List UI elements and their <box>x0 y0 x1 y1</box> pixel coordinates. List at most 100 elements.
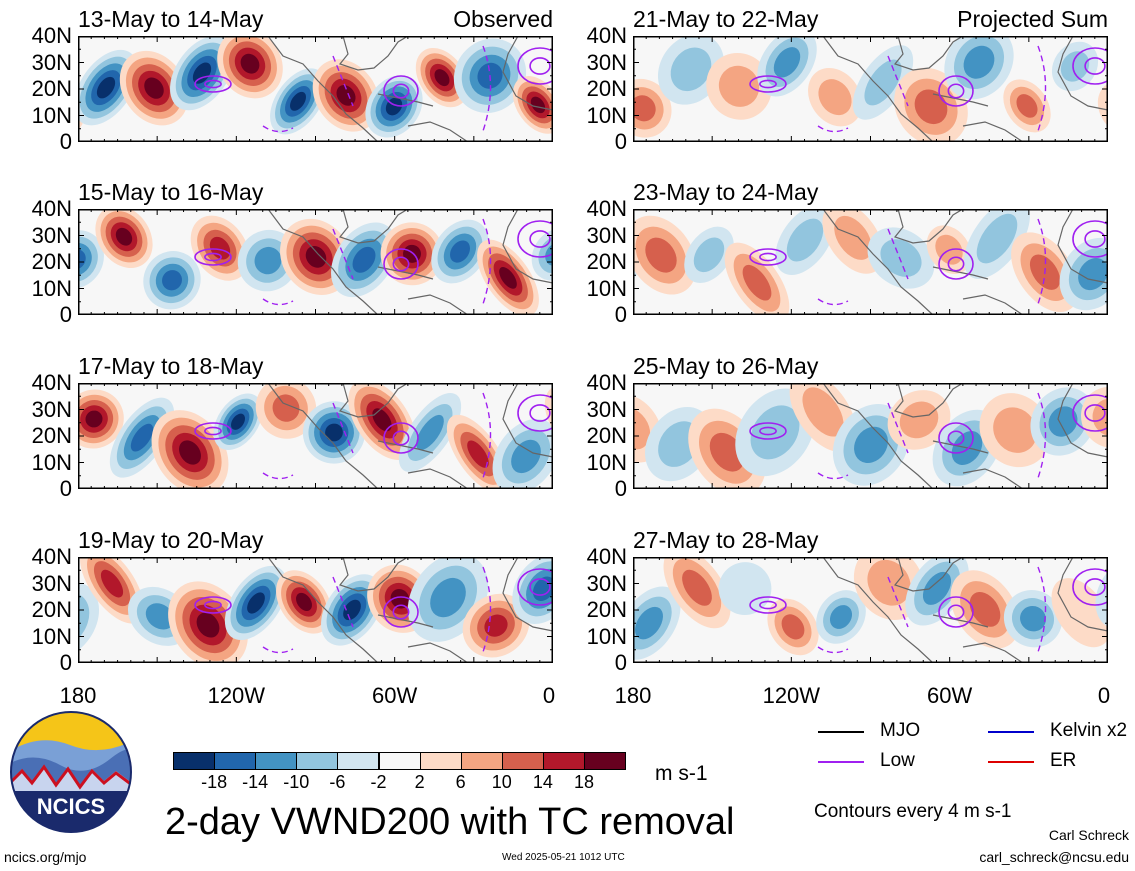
latitude-tick-label: 10N <box>579 278 627 300</box>
legend-label: Kelvin x2 <box>1050 720 1127 742</box>
panel-title: 25-May to 26-May <box>633 353 818 379</box>
wind-anomaly-map <box>78 209 553 315</box>
latitude-tick-label: 20N <box>24 599 72 621</box>
latitude-tick-label: 0 <box>24 652 72 674</box>
legend-line-swatch <box>818 731 864 733</box>
colorbar-swatch <box>173 752 215 770</box>
longitude-tick-label: 0 <box>1098 684 1110 708</box>
latitude-tick-label: 10N <box>24 452 72 474</box>
logo-text: NCICS <box>37 794 105 819</box>
latitude-tick-label: 20N <box>579 251 627 273</box>
legend-label: ER <box>1050 750 1076 772</box>
colorbar-tick-label: 2 <box>415 772 425 792</box>
colorbar-tick-label: -2 <box>370 772 386 792</box>
wind-anomaly-map <box>633 557 1108 663</box>
colorbar-swatch <box>337 752 379 770</box>
panel-title: 13-May to 14-May <box>78 6 263 32</box>
panel-title: 19-May to 20-May <box>78 527 263 553</box>
latitude-tick-label: 10N <box>24 626 72 648</box>
colorbar-tick-label: -6 <box>329 772 345 792</box>
panel-title: 21-May to 22-May <box>633 6 818 32</box>
wind-anomaly-map <box>633 383 1108 489</box>
latitude-tick-label: 0 <box>579 304 627 326</box>
wind-anomaly-map <box>633 36 1108 142</box>
colorbar-swatch <box>214 752 256 770</box>
latitude-tick-label: 10N <box>579 626 627 648</box>
latitude-tick-label: 30N <box>24 225 72 247</box>
colorbar-swatch <box>461 752 503 770</box>
legend-label: MJO <box>880 720 920 742</box>
colorbar-swatch <box>296 752 338 770</box>
colorbar-units: m s-1 <box>655 762 708 786</box>
latitude-tick-label: 20N <box>579 599 627 621</box>
legend-line-swatch <box>988 731 1034 733</box>
wind-anomaly-map <box>78 557 553 663</box>
ncics-logo: NCICS <box>10 711 132 833</box>
latitude-tick-label: 30N <box>24 573 72 595</box>
latitude-tick-label: 0 <box>579 131 627 153</box>
latitude-tick-label: 30N <box>579 399 627 421</box>
colorbar-tick-label: -10 <box>283 772 309 792</box>
latitude-tick-label: 0 <box>579 478 627 500</box>
longitude-tick-label: 180 <box>60 684 97 708</box>
panel-title: 15-May to 16-May <box>78 179 263 205</box>
colorbar-swatch <box>584 752 626 770</box>
latitude-tick-label: 40N <box>579 198 627 220</box>
latitude-tick-label: 0 <box>579 652 627 674</box>
panel-corner-label: Projected Sum <box>957 6 1108 32</box>
panel-title: 17-May to 18-May <box>78 353 263 379</box>
latitude-tick-label: 40N <box>24 546 72 568</box>
latitude-tick-label: 40N <box>24 198 72 220</box>
panel-title: 27-May to 28-May <box>633 527 818 553</box>
latitude-tick-label: 0 <box>24 478 72 500</box>
panel-title: 23-May to 24-May <box>633 179 818 205</box>
longitude-tick-label: 120W <box>208 684 265 708</box>
colorbar-tick-label: -18 <box>201 772 227 792</box>
wind-anomaly-map <box>633 209 1108 315</box>
longitude-tick-label: 180 <box>615 684 652 708</box>
latitude-tick-label: 0 <box>24 131 72 153</box>
latitude-tick-label: 10N <box>579 452 627 474</box>
latitude-tick-label: 20N <box>24 78 72 100</box>
footer-url[interactable]: ncics.org/mjo <box>4 849 86 865</box>
latitude-tick-label: 30N <box>24 399 72 421</box>
latitude-tick-label: 40N <box>579 546 627 568</box>
latitude-tick-label: 10N <box>579 105 627 127</box>
latitude-tick-label: 40N <box>579 372 627 394</box>
wind-anomaly-map <box>78 36 553 142</box>
longitude-tick-label: 60W <box>372 684 417 708</box>
latitude-tick-label: 40N <box>24 25 72 47</box>
colorbar-tick-label: 14 <box>533 772 553 792</box>
contours-note: Contours every 4 m s-1 <box>814 801 1011 823</box>
legend-label: Low <box>880 750 915 772</box>
latitude-tick-label: 20N <box>579 78 627 100</box>
latitude-tick-label: 20N <box>24 425 72 447</box>
latitude-tick-label: 10N <box>24 105 72 127</box>
longitude-tick-label: 120W <box>763 684 820 708</box>
legend-line-swatch <box>818 761 864 763</box>
latitude-tick-label: 40N <box>24 372 72 394</box>
colorbar-tick-label: 10 <box>492 772 512 792</box>
colorbar-tick-label: 18 <box>574 772 594 792</box>
footer-timestamp: Wed 2025-05-21 1012 UTC <box>502 852 625 863</box>
colorbar-swatch <box>502 752 544 770</box>
colorbar-tick-label: -14 <box>242 772 268 792</box>
latitude-tick-label: 40N <box>579 25 627 47</box>
longitude-tick-label: 0 <box>543 684 555 708</box>
footer-author: Carl Schreck <box>1049 827 1129 843</box>
colorbar-swatch <box>420 752 462 770</box>
latitude-tick-label: 30N <box>579 225 627 247</box>
footer-email[interactable]: carl_schreck@ncsu.edu <box>979 849 1129 865</box>
panel-corner-label: Observed <box>453 6 553 32</box>
wind-anomaly-map <box>78 383 553 489</box>
latitude-tick-label: 20N <box>579 425 627 447</box>
longitude-tick-label: 60W <box>927 684 972 708</box>
colorbar-swatch <box>543 752 585 770</box>
latitude-tick-label: 0 <box>24 304 72 326</box>
colorbar-tick-label: 6 <box>456 772 466 792</box>
latitude-tick-label: 30N <box>579 573 627 595</box>
legend-line-swatch <box>988 761 1034 763</box>
colorbar-swatch <box>379 752 421 770</box>
latitude-tick-label: 10N <box>24 278 72 300</box>
latitude-tick-label: 30N <box>579 52 627 74</box>
